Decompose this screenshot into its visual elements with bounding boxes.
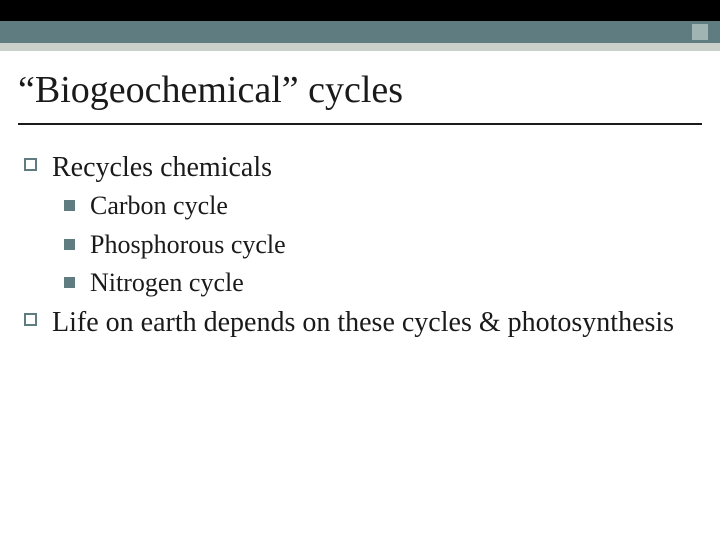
bullet-text: Recycles chemicals (52, 152, 272, 183)
header-bars (0, 0, 720, 51)
square-filled-icon (64, 239, 75, 250)
sublist: Carbon cycle Phosphorous cycle Nitrogen … (52, 188, 696, 301)
bullet-text: Nitrogen cycle (90, 268, 244, 297)
title-wrap: “Biogeochemical” cycles (0, 51, 720, 117)
slide-title: “Biogeochemical” cycles (18, 69, 702, 113)
square-filled-icon (64, 200, 75, 211)
bullet-text: Phosphorous cycle (90, 230, 286, 259)
bar-teal (0, 21, 720, 43)
slide-body: Recycles chemicals Carbon cycle Phosphor… (0, 125, 720, 342)
bullet-text: Carbon cycle (90, 191, 228, 220)
bar-light (0, 43, 720, 51)
bullet-lvl1: Recycles chemicals (52, 149, 696, 187)
bullet-lvl1: Life on earth depends on these cycles & … (52, 304, 696, 342)
square-filled-icon (64, 277, 75, 288)
bullet-lvl2: Nitrogen cycle (90, 265, 696, 301)
bar-dark (0, 0, 720, 21)
square-outline-icon (24, 313, 37, 326)
bullet-lvl2: Phosphorous cycle (90, 227, 696, 263)
square-outline-icon (24, 158, 37, 171)
bullet-text: Life on earth depends on these cycles & … (52, 307, 674, 338)
bullet-lvl2: Carbon cycle (90, 188, 696, 224)
